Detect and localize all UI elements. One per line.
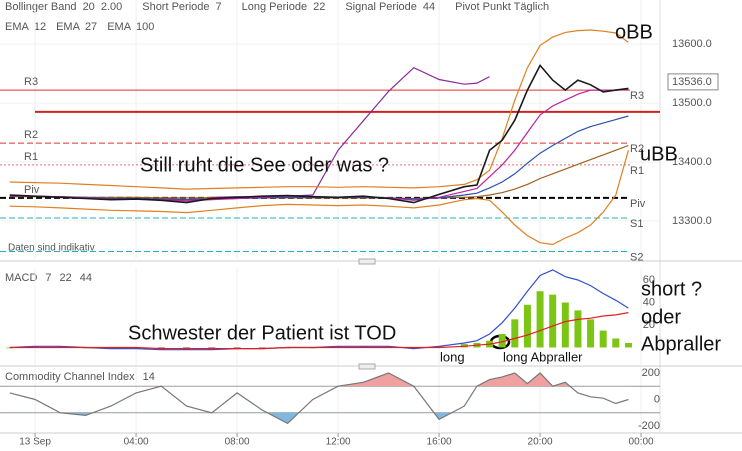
annotation: Daten sind indikativ [8,243,95,254]
histogram-bar [624,342,632,348]
legend-text: 100 [136,21,154,33]
legend-text: Long Periode [242,1,307,13]
pivot-label: R3 [630,90,644,102]
annotation: Abpraller [641,333,721,355]
histogram-bar [612,338,620,348]
histogram-bar [511,319,519,348]
plot-area [0,29,660,253]
y-tick-label: 13500.0 [672,97,712,109]
histogram-bar [587,319,595,348]
legend-text: Commodity Channel Index [5,371,135,383]
series-line [161,66,490,201]
y-tick-label: 20 [643,319,655,331]
x-tick-label: 16:00 [427,437,452,448]
legend-text: EMA [107,21,132,33]
pivot-label: R1 [24,151,38,163]
legend-text: 14 [143,371,155,383]
annotation: Schwester der Patient ist TOD [128,322,396,344]
resize-grip[interactable] [358,363,376,370]
pivot-label: R3 [24,76,38,88]
y-tick-label: 0 [654,393,660,405]
histogram-bar [536,291,544,348]
legend-text: EMA [56,21,81,33]
annotation: long [440,349,465,364]
x-tick-label: 00:00 [629,437,654,448]
legend-text: 22 [60,272,72,284]
legend-text: Short Periode [142,1,209,13]
legend-text: 7 [45,272,51,284]
x-tick-label: 13 Sep [19,437,51,448]
y-tick-label: 40 [643,296,655,308]
band-label: uBB [640,143,678,165]
pivot-label: S1 [630,218,643,230]
series-line [9,29,629,190]
annotation: Still ruht die See oder was ? [140,154,389,176]
pivot-label: Piv [24,184,40,196]
series-line [9,150,629,246]
x-tick-label: 20:00 [528,437,553,448]
legend-text: 7 [216,1,222,13]
legend-text: 27 [85,21,97,33]
pivot-label: R2 [630,143,644,155]
histogram-bar [561,302,569,348]
legend-text: MACD [5,272,37,284]
annotation: long Abpraller [503,349,583,364]
pivot-label: R2 [24,129,38,141]
plot-area [0,372,660,425]
legend-text: 12 [34,21,46,33]
legend-text: 44 [423,1,435,13]
legend-text: Pivot Punkt Täglich [455,1,549,13]
y-tick-label: 200 [642,367,660,379]
histogram-bar [549,294,557,348]
legend-text: EMA [5,21,30,33]
cci-over-fill [161,373,570,387]
pivot-label: R1 [630,165,644,177]
x-tick-label: 08:00 [225,437,250,448]
y-tick-label: 13600.0 [672,38,712,50]
legend-text: 20 [83,1,95,13]
legend-text: 22 [313,1,325,13]
cci-line [9,372,629,425]
legend-text: 2.00 [101,1,122,13]
annotation: short ? [641,278,702,300]
x-tick-label: 12:00 [326,437,351,448]
series-line [9,63,629,204]
histogram-bar [599,330,607,348]
band-label: oBB [615,21,653,43]
legend-text: 44 [80,272,92,284]
y-tick-label: -200 [638,420,660,432]
pivot-label: Piv [630,198,646,210]
histogram-bar [574,310,582,348]
x-tick-label: 04:00 [124,437,149,448]
y-tick-label: 13300.0 [672,215,712,227]
last-value-box [667,73,719,91]
macd-line [9,312,629,350]
legend-text: Bollinger Band [5,1,77,13]
legend-text: Signal Periode [345,1,417,13]
plot-area [6,269,632,351]
histogram-bar [498,333,506,348]
histogram-bar [523,304,531,348]
y-tick-label: 60 [643,274,655,286]
y-tick-label: 13400.0 [672,156,712,168]
annotation: oder [641,306,681,328]
last-value-label: 13536.0 [672,76,712,88]
resize-grip[interactable] [358,258,376,265]
pivot-label: S2 [630,251,643,263]
